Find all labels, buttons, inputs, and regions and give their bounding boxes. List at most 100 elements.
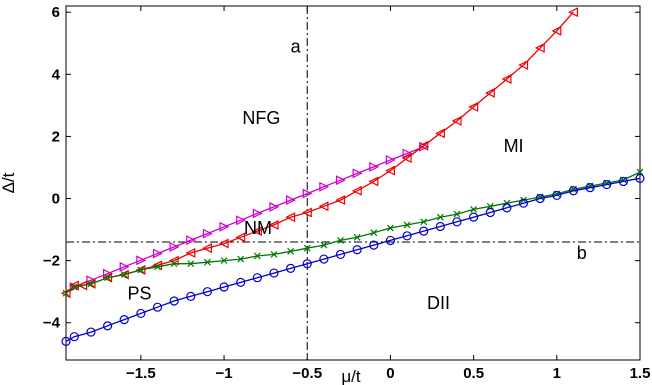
y-axis-label: Δ/t xyxy=(0,172,18,193)
series-0-point xyxy=(319,181,330,192)
series-0-point xyxy=(286,195,296,206)
series-0-point xyxy=(152,248,163,259)
series-1-point xyxy=(268,219,279,230)
x-marker-stroke xyxy=(104,274,112,282)
series-1-point xyxy=(534,42,545,53)
series-1-point xyxy=(218,238,229,249)
series-1-point xyxy=(335,195,346,206)
series-2-point xyxy=(370,229,378,237)
y-tick-label: 4 xyxy=(52,66,61,83)
series-1-point xyxy=(351,185,362,196)
series-1-point xyxy=(135,264,146,275)
x-marker-stroke xyxy=(453,210,461,218)
series-1-point xyxy=(301,207,312,218)
series-0-point xyxy=(119,261,130,272)
series-0-point xyxy=(335,175,346,186)
series-2-point xyxy=(220,257,228,265)
series-1-point xyxy=(318,201,329,212)
series-3-point xyxy=(302,259,312,269)
series-0-point xyxy=(202,228,213,239)
series-0-point xyxy=(385,155,396,165)
series-2-point xyxy=(170,260,178,268)
series-1-point xyxy=(235,232,246,243)
series-2-point xyxy=(154,263,161,271)
x-marker-stroke xyxy=(303,244,311,252)
x-marker-stroke xyxy=(436,213,444,221)
x-marker-stroke xyxy=(370,229,378,237)
series-3-point xyxy=(252,273,262,283)
series-1-point xyxy=(501,74,512,84)
series-3-point xyxy=(269,268,279,278)
series-2-point xyxy=(486,202,494,210)
series-3-point xyxy=(86,327,96,337)
region-label: MI xyxy=(504,136,524,156)
series-3-point xyxy=(369,240,379,250)
x-marker-stroke xyxy=(120,271,128,279)
series-2-point xyxy=(137,266,145,274)
series-0-point xyxy=(369,161,380,172)
y-tick-label: −4 xyxy=(43,315,61,332)
x-marker-stroke xyxy=(62,289,70,297)
series-2-point xyxy=(353,233,361,241)
series-1-point xyxy=(285,212,296,223)
x-marker-stroke xyxy=(137,266,145,274)
x-marker-stroke xyxy=(403,221,411,229)
series-2-point xyxy=(436,213,444,221)
series-3-point xyxy=(352,245,362,255)
series-2-point xyxy=(87,280,95,288)
axes: −1.5 −1 −0.5 0 0.5 1 1.5 −4 −2 0 2 4 6 xyxy=(43,4,651,382)
y-tick-label: 6 xyxy=(52,4,60,21)
series-1-point xyxy=(568,7,579,18)
series-0-point xyxy=(419,141,430,152)
x-tick-label: −0.5 xyxy=(292,365,322,382)
series-2-point xyxy=(453,210,461,218)
series-3-point xyxy=(618,176,628,187)
y-tick-label: 2 xyxy=(52,128,60,145)
x-tick-label: −1 xyxy=(216,365,233,382)
series-2-point xyxy=(62,289,70,297)
series-2-point xyxy=(320,241,328,249)
series-1-point xyxy=(484,87,495,98)
series-1-point xyxy=(401,153,412,164)
series-3-point xyxy=(385,235,396,246)
series-2-point xyxy=(403,221,411,229)
series-1-point xyxy=(435,128,445,139)
series-1-point xyxy=(251,226,262,237)
series-2-point xyxy=(287,247,295,255)
series-1-point xyxy=(60,288,71,299)
x-marker-stroke xyxy=(87,280,95,288)
series-0-point xyxy=(219,221,230,232)
series-2-point xyxy=(203,258,211,266)
series-3-point xyxy=(585,183,595,193)
series-3-point xyxy=(602,179,612,190)
series-3-point xyxy=(435,221,445,232)
series-0-point xyxy=(236,215,247,226)
x-marker-stroke xyxy=(203,258,211,266)
y-tick-label: −2 xyxy=(43,253,60,270)
x-marker-stroke xyxy=(503,199,511,207)
series-3-point xyxy=(552,190,562,201)
region-labels: a NFG MI NM b PS DII xyxy=(128,37,587,313)
x-marker-stroke xyxy=(253,252,261,260)
series-1-point xyxy=(518,60,529,70)
series-1-point xyxy=(85,278,96,289)
series-2-point xyxy=(187,260,195,268)
x-tick-label: 1.5 xyxy=(630,365,651,382)
region-label: NM xyxy=(244,218,272,238)
series-1-point xyxy=(202,243,213,254)
x-axis-label: μ/t xyxy=(341,367,361,385)
series-3-point xyxy=(219,282,229,292)
series-1-point xyxy=(368,176,379,187)
series-0-point xyxy=(352,168,363,179)
series-1-point xyxy=(77,280,88,291)
series-3-point xyxy=(485,207,495,218)
series-1-point xyxy=(168,255,179,266)
x-marker-stroke xyxy=(154,263,161,271)
series-1-line xyxy=(65,11,574,294)
series-3-point xyxy=(69,332,79,342)
x-marker-stroke xyxy=(353,233,361,241)
series-2-point xyxy=(470,205,478,213)
series-0-point xyxy=(186,235,197,246)
series-3-point xyxy=(518,198,529,208)
